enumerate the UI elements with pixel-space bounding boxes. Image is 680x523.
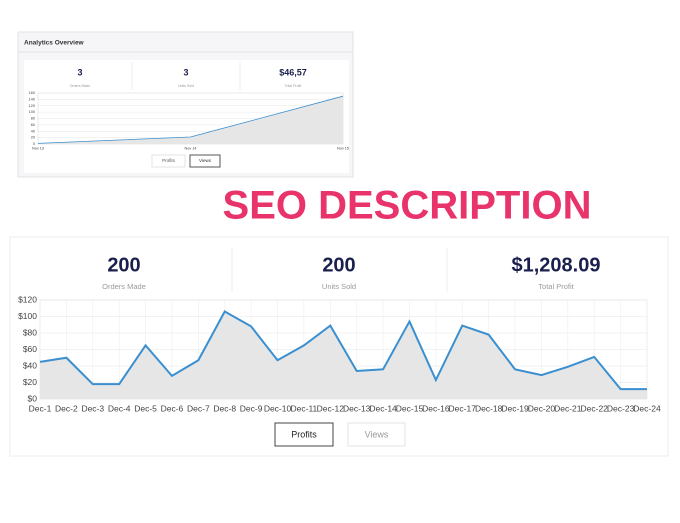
x-tick-label: Dec-5 [134,403,157,413]
x-tick-label: Dec-8 [213,403,236,413]
stat-value: $46,57 [279,67,307,77]
x-tick-label: Dec-19 [501,403,529,413]
x-tick-label: Dec-16 [422,403,450,413]
panel-title: Analytics Overview [24,40,85,47]
button-label: Profits [162,158,176,163]
button-label: Profits [291,429,317,439]
stat-value: 200 [107,254,140,276]
stat-label: Orders Made [102,282,146,291]
views-button[interactable] [189,154,221,168]
y-tick-label: 80 [31,117,35,121]
x-tick-label: Dec-12 [317,403,345,413]
stat-label: Units Sold [322,282,356,291]
heading: SEO DESCRIPTION [223,184,592,228]
stat-label: Total Profit [285,84,302,88]
line [39,310,647,391]
x-tick-label: Dec-23 [607,403,635,413]
x-tick-label: Nov 15 [337,147,349,151]
y-tick-label: $120 [18,294,37,304]
y-tick-label: 20 [31,136,35,140]
stat-value: 3 [183,67,188,77]
y-tick-label: 0 [33,142,35,146]
y-tick-label: 100 [29,110,35,114]
x-tick-label: Dec-24 [633,403,661,413]
x-tick-label: Dec-15 [396,403,424,413]
y-tick-label: $80 [23,327,37,337]
stat-value: $1,208.09 [512,254,601,276]
profits-button[interactable] [151,154,186,168]
stat-label: Orders Made [70,84,90,88]
x-tick-label: Dec-21 [554,403,582,413]
x-tick-label: Dec-3 [81,403,104,413]
button-label: Views [365,429,389,439]
line [37,95,344,144]
y-tick-label: 120 [29,104,35,108]
x-tick-label: Dec-1 [29,403,52,413]
area [40,311,647,399]
stat-label: Units Sold [178,84,194,88]
y-tick-label: 160 [29,91,35,95]
y-tick-label: $40 [23,360,37,370]
x-tick-label: Dec-2 [55,403,78,413]
x-tick-label: Dec-22 [581,403,609,413]
x-tick-label: Dec-11 [291,403,318,413]
y-tick-label: $20 [23,377,37,387]
x-tick-label: Dec-6 [161,403,184,413]
x-tick-label: Dec-13 [343,403,371,413]
profits-button[interactable] [274,422,334,447]
x-tick-label: Nov 13 [32,147,44,151]
y-tick-label: 60 [31,123,35,127]
x-tick-label: Dec-9 [240,403,263,413]
x-tick-label: Dec-4 [108,403,131,413]
y-tick-label: $60 [23,344,37,354]
y-tick-label: 40 [31,129,35,133]
x-tick-label: Nov 14 [184,147,196,151]
x-tick-label: Dec-17 [449,403,477,413]
x-tick-label: Dec-18 [475,403,503,413]
x-tick-label: Dec-7 [187,403,210,413]
area [38,96,343,144]
stat-value: 200 [322,254,355,276]
y-tick-label: 140 [29,97,35,101]
x-tick-label: Dec-10 [264,403,292,413]
y-tick-label: $0 [28,393,38,403]
button-label: Views [199,158,212,163]
y-tick-label: $100 [18,311,37,321]
stat-value: 3 [77,67,82,77]
stat-label: Total Profit [538,282,574,291]
x-tick-label: Dec-20 [528,403,556,413]
views-button[interactable] [347,422,406,447]
x-tick-label: Dec-14 [369,403,397,413]
